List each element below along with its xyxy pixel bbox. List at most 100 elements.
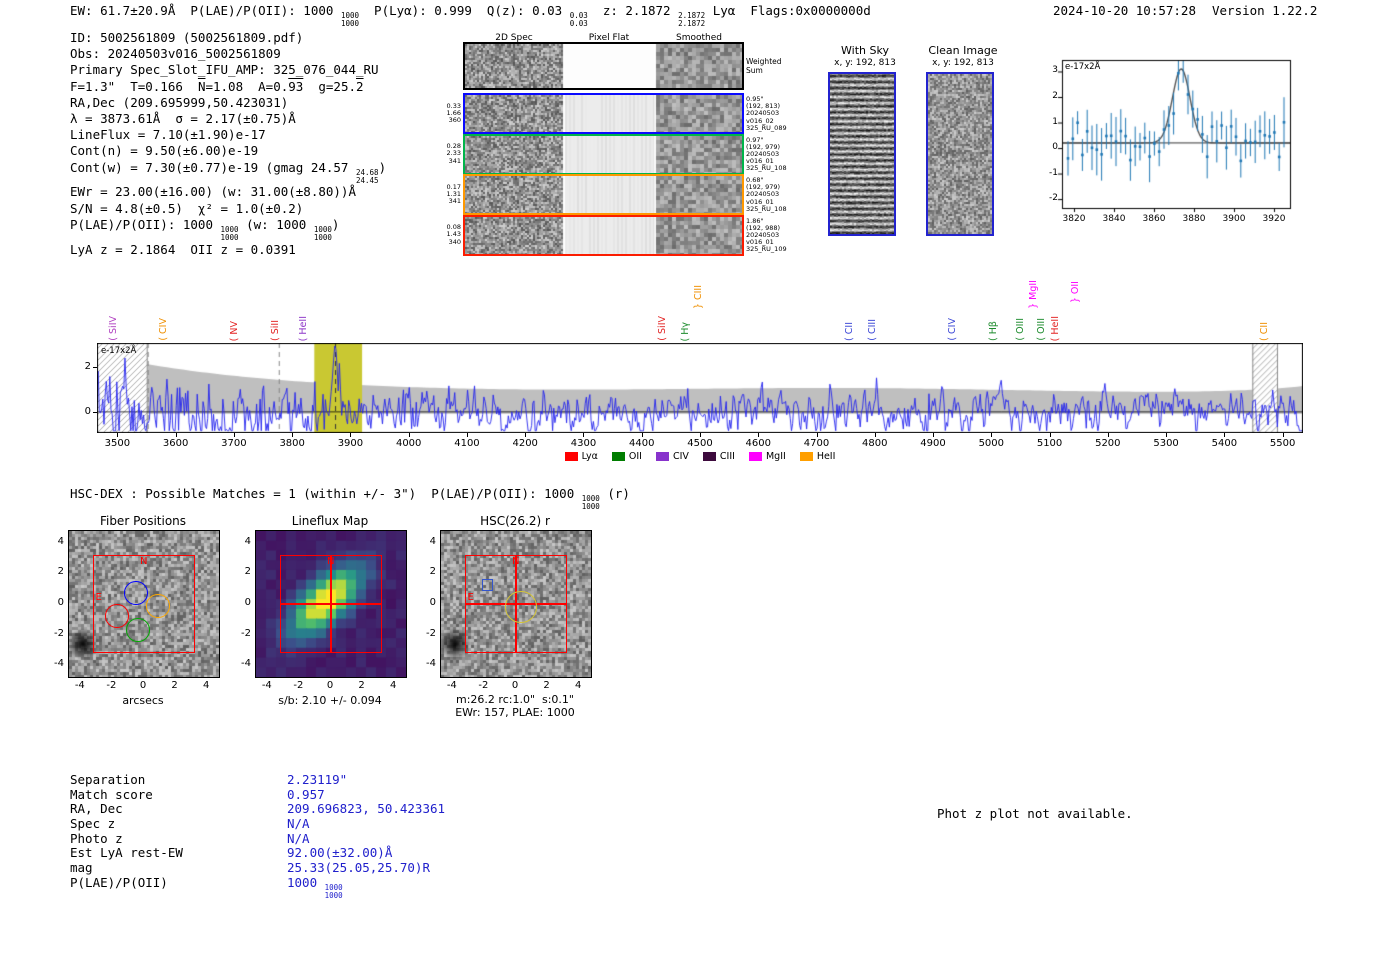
- match-label: RA, Dec: [70, 801, 123, 817]
- x-tick-label: 4000: [395, 438, 422, 449]
- x-tick-label: 4700: [803, 438, 830, 449]
- emission-line-labels: ( SiIV ( CIV ( NV ( SiII ( HeII ( SiIV ( Hγ} C…: [97, 263, 1303, 343]
- y-tick-label: -1: [1049, 167, 1058, 178]
- text-run: LineFlux = 7.10(±1.90)e-17: [70, 127, 266, 143]
- montage-column-header: Pixel Flat: [588, 33, 630, 43]
- emission-line-label: ( OIII: [1015, 318, 1027, 341]
- y-tick-label: -2: [54, 627, 64, 639]
- x-tick-mark: [233, 433, 235, 437]
- row-left-label: 360: [448, 116, 461, 125]
- row-right-label: v016_02: [746, 116, 774, 125]
- 2d-spec-row-canvas: [463, 133, 744, 175]
- text-run: Obs: 20240503v016_5002561809: [70, 46, 281, 62]
- match-row: Match score 0.957: [70, 787, 445, 802]
- stacked-fraction: 1000 1000: [324, 882, 343, 900]
- x-tick-label: 2: [171, 680, 178, 691]
- x-tick-mark: [292, 433, 294, 437]
- text-run: N/A: [287, 830, 310, 846]
- x-tick-mark: [1107, 433, 1109, 437]
- x-tick-mark: [583, 433, 585, 437]
- ifu-outline-box: [93, 554, 195, 654]
- row-right-label: 20240503: [746, 149, 780, 158]
- text-run: Cont(w) = 7.30(±0.77)e-19 (gmag 24.57: [70, 159, 356, 175]
- legend-label: CIII: [719, 451, 735, 462]
- x-tick-label: 5100: [1036, 438, 1063, 449]
- text-run: =1.08 A=0.: [205, 78, 289, 94]
- north-label: N: [140, 555, 148, 567]
- x-tick-mark: [874, 433, 876, 437]
- x-tick-mark: [933, 433, 935, 437]
- text-run: Lyα Flags:0x0000000d: [705, 3, 871, 18]
- x-tick-label: 4800: [862, 438, 888, 449]
- emission-line-label: ( SiIV: [656, 316, 668, 341]
- y-tick-label: -2: [1049, 193, 1058, 204]
- text-run: F=1.3" T=0.166: [70, 78, 198, 94]
- x-tick-label: 3500: [104, 438, 131, 449]
- y-tick-label: 0: [244, 597, 251, 608]
- x-tick-label: -2: [478, 680, 489, 691]
- legend-item: OII: [611, 451, 642, 462]
- row-right-label: (192, 813): [746, 102, 781, 111]
- match-row: P(LAE)/P(OII) 1000 1000 1000: [70, 875, 445, 899]
- clean-image-coords: x, y: 192, 813: [932, 58, 994, 68]
- y-tick-label: 0: [84, 405, 91, 417]
- x-tick-label: 4200: [512, 438, 538, 449]
- x-tick-label: 5200: [1095, 438, 1121, 449]
- x-tick-mark: [816, 433, 818, 437]
- montage-column-header: 2D Spec: [495, 33, 533, 43]
- text-run: P(LAE)/P(OII): 1000: [70, 216, 221, 232]
- x-axis-label: arcsecs: [122, 694, 164, 707]
- y-tick-label: 0: [57, 597, 64, 608]
- x-tick-label: 4600: [745, 438, 771, 449]
- row-left-label: 341: [448, 156, 461, 165]
- with-sky-image: [828, 72, 896, 236]
- x-tick-label: 0: [326, 680, 334, 691]
- full-spectrum-plot: ( SiIV ( CIV ( NV ( SiII ( HeII ( SiIV ( Hγ} C…: [85, 263, 1303, 523]
- match-label: Photo z: [70, 830, 123, 846]
- row-right-labels: 0.97" (192, 979) 20240503 v016_01 325_RU_108: [746, 136, 787, 173]
- row-left-labels: 0.08 1.43 340: [443, 223, 461, 246]
- stacked-fraction: 1000 1000: [220, 224, 239, 242]
- x-tick-mark: [175, 433, 177, 437]
- legend-swatch: [748, 452, 762, 461]
- x-tick-mark: [1282, 433, 1284, 437]
- y-tick-label: -2: [426, 627, 436, 639]
- report-datetime: 2024-10-20 10:57:28: [1053, 3, 1196, 18]
- row-left-label: 1.31: [446, 189, 461, 198]
- text-run: LyA z = 2.1864 OII z = 0.0391: [70, 241, 296, 257]
- report-version: Version 1.22.2: [1212, 3, 1318, 18]
- x-tick-mark: [1224, 433, 1226, 437]
- match-value: N/A: [287, 816, 310, 831]
- x-tick-label: -4: [74, 680, 85, 691]
- match-label: Est LyA rest-EW: [70, 845, 183, 861]
- panel-title: Lineflux Map: [291, 514, 369, 528]
- east-label: E: [95, 592, 102, 603]
- match-row: RA, Dec 209.696823, 50.423361: [70, 801, 445, 816]
- legend-item: CIV: [655, 451, 689, 462]
- text-run: 25.33(25.05,25.70)R: [287, 860, 430, 876]
- text-run: g=25.: [303, 78, 357, 94]
- row-left-label: 340: [448, 237, 461, 246]
- legend-label: HeII: [816, 451, 836, 462]
- x-tick-label: -2: [106, 680, 117, 691]
- montage-column-header: Smoothed: [676, 33, 722, 43]
- x-tick-label: 3860: [1142, 214, 1166, 224]
- row-right-label: 325_RU_108: [746, 164, 787, 173]
- x-tick-mark: [408, 433, 410, 437]
- x-tick-label: 2: [543, 680, 550, 691]
- text-run: P(Lyα): 0.999 Q(z): 0.03: [359, 3, 570, 18]
- photz-note: Phot z plot not available.: [937, 806, 1133, 821]
- x-tick-mark: [991, 433, 993, 437]
- text-run: N/A: [287, 816, 310, 832]
- header-datetime-version: 2024-10-20 10:57:28 Version 1.22.2: [1053, 3, 1317, 18]
- y-tick-label: 3: [1052, 65, 1058, 76]
- x-tick-label: -2: [293, 680, 304, 691]
- match-value: 92.00(±32.00)Å: [287, 845, 392, 860]
- fiber-circle: [125, 618, 150, 642]
- cutout-panel-hsc_cutout: HSC(26.2) r N E 4 2 0 -2 -4 -4 -2 0 2 4 m:26.2 rc:1.0…: [416, 512, 614, 724]
- info-line: Obs: 20240503v016_5002561809: [70, 46, 386, 62]
- emission-line-label: ( HeII: [1050, 315, 1062, 341]
- text-run: Primary Spec_Slot_IFU_AMP: 325_076_044_R…: [70, 62, 379, 78]
- x-tick-label: 3820: [1062, 214, 1086, 224]
- text-run: S/N = 4.8(±0.5) χ² = 1.0(±0.2): [70, 200, 304, 216]
